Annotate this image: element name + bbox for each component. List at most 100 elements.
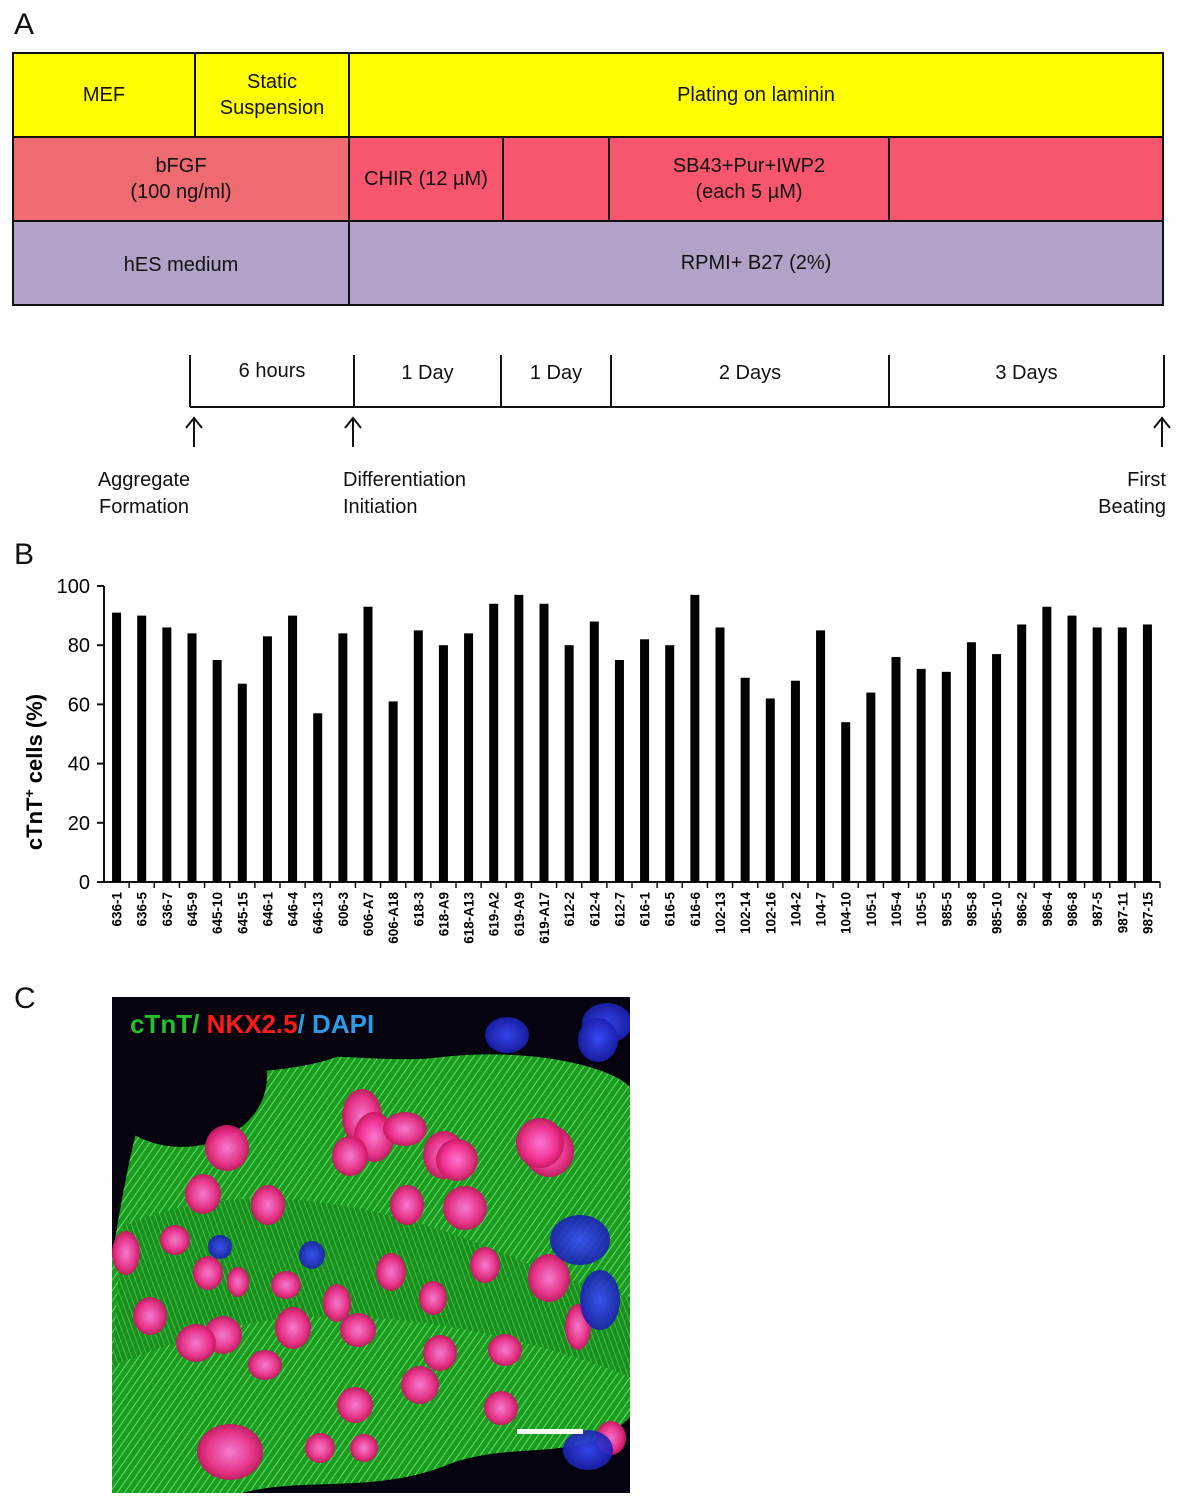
panel-label-b: B xyxy=(14,538,35,571)
bar xyxy=(765,698,775,882)
nucleus xyxy=(383,1112,427,1146)
nucleus xyxy=(443,1186,487,1230)
x-tick-label: 986-8 xyxy=(1065,892,1080,927)
event-differentiation-initiation: Differentiation Initiation xyxy=(343,469,467,518)
bar xyxy=(1117,627,1127,882)
bar xyxy=(992,654,1002,882)
bar xyxy=(1092,627,1102,882)
bar xyxy=(162,627,172,882)
x-tick-label: 986-2 xyxy=(1015,892,1030,927)
x-tick-label: 606-A18 xyxy=(386,892,401,944)
nucleus xyxy=(350,1434,378,1462)
bar-chart: cTnT+ cells (%) 0 20 40 60 80 100 636-1 636-5 63… xyxy=(21,576,1161,944)
nucleus xyxy=(248,1350,282,1380)
bar xyxy=(363,606,373,882)
x-tick-label: 105-5 xyxy=(914,892,929,927)
x-tick-label: 646-1 xyxy=(260,892,275,927)
protocol-cell-bfgf: bFGF (100 ng/ml) xyxy=(12,136,350,222)
nucleus xyxy=(176,1324,216,1362)
bar xyxy=(262,636,272,882)
nucleus xyxy=(376,1253,406,1291)
bar xyxy=(137,615,147,882)
bar xyxy=(816,630,826,882)
x-tick-label: 645-9 xyxy=(185,892,200,927)
bar xyxy=(841,722,851,882)
legend-dapi: / DAPI xyxy=(297,1009,375,1039)
protocol-cell-hes-medium: hES medium xyxy=(12,220,350,306)
nucleus xyxy=(205,1125,249,1171)
timeline-label-2-days: 2 Days xyxy=(718,362,782,384)
bar xyxy=(941,671,951,882)
micrograph-legend: cTnT/ NKX2.5/ DAPI xyxy=(130,1009,374,1040)
x-tick-label: 636-7 xyxy=(160,892,175,927)
nucleus xyxy=(488,1334,522,1366)
nucleus xyxy=(251,1185,285,1225)
x-tick-label: 105-4 xyxy=(889,892,904,927)
nucleus xyxy=(470,1247,500,1283)
x-tick-label: 102-14 xyxy=(738,892,753,935)
up-arrow-icon xyxy=(344,416,362,447)
panel-label-a: A xyxy=(14,8,35,41)
event-aggregate-formation: Aggregate Formation xyxy=(97,469,191,518)
x-tick-label: 616-5 xyxy=(663,892,678,927)
x-tick-label: 645-15 xyxy=(235,892,250,935)
x-tick-label: 612-2 xyxy=(562,892,577,927)
protocol-cell-sb43-pur-iwp2: SB43+Pur+IWP2 (each 5 µM) xyxy=(608,136,890,222)
dark-region xyxy=(112,997,372,1072)
legend-nkx2-5: NKX2.5 xyxy=(199,1009,298,1039)
bar xyxy=(464,633,474,882)
bar xyxy=(514,594,524,882)
nucleus xyxy=(528,1254,570,1302)
y-tick-label: 100 xyxy=(57,576,90,598)
timeline-label-6-hours: 6 hours xyxy=(238,360,306,382)
nucleus xyxy=(323,1284,351,1322)
bar xyxy=(438,645,448,882)
bar xyxy=(413,630,423,882)
dapi-nucleus xyxy=(299,1241,325,1269)
nucleus xyxy=(112,1231,140,1275)
bar xyxy=(388,701,398,882)
nucleus xyxy=(337,1387,373,1423)
bar xyxy=(1042,606,1052,882)
x-tick-label: 985-8 xyxy=(964,892,979,927)
x-tick-label: 618-A9 xyxy=(436,892,451,936)
x-tick-label: 987-5 xyxy=(1090,892,1105,927)
bar xyxy=(916,668,926,882)
y-tick-label: 20 xyxy=(68,813,90,835)
dapi-nucleus xyxy=(578,1018,618,1062)
x-tick-label: 619-A9 xyxy=(512,892,527,936)
dapi-nucleus xyxy=(208,1235,232,1259)
x-tick-label: 104-10 xyxy=(839,892,854,934)
nucleus xyxy=(332,1136,368,1176)
bar xyxy=(665,645,675,882)
x-tick-label: 645-10 xyxy=(210,892,225,934)
nucleus xyxy=(160,1225,190,1255)
x-tick-label: 612-7 xyxy=(612,892,627,927)
bar xyxy=(740,677,750,882)
x-tick-label: 104-7 xyxy=(814,892,829,927)
x-tick-label: 646-13 xyxy=(311,892,326,935)
x-tick-label: 104-2 xyxy=(788,892,803,927)
timeline-label-3-days: 3 Days xyxy=(995,362,1058,384)
x-tick-label: 105-1 xyxy=(864,892,879,927)
bar xyxy=(790,680,800,882)
bar xyxy=(489,603,499,882)
bar xyxy=(338,633,348,882)
nucleus xyxy=(484,1391,518,1425)
x-tick-label: 636-5 xyxy=(135,892,150,927)
x-tick-label: 616-1 xyxy=(638,892,653,927)
nucleus xyxy=(423,1335,457,1371)
nucleus xyxy=(271,1271,301,1299)
bar xyxy=(640,639,650,882)
protocol-cell-rpmi-b27: RPMI+ B27 (2%) xyxy=(348,220,1164,306)
nucleus xyxy=(133,1297,167,1335)
nucleus xyxy=(197,1424,263,1480)
timeline xyxy=(185,355,1171,447)
y-tick-label: 80 xyxy=(68,635,90,657)
bar xyxy=(313,713,323,882)
dapi-nucleus xyxy=(550,1215,610,1265)
fluorescence-micrograph: cTnT/ NKX2.5/ DAPI xyxy=(112,997,630,1493)
event-first-beating: First Beating xyxy=(1098,469,1166,518)
bar xyxy=(288,615,298,882)
x-tick-label: 618-3 xyxy=(411,892,426,927)
